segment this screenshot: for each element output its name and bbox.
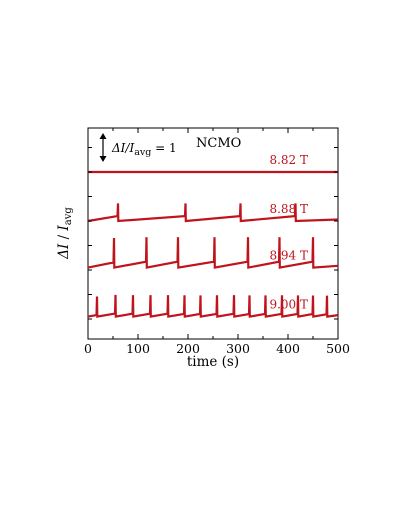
scale-bar-label: ΔI/Iavg = 1 — [111, 141, 177, 158]
series-line-8-94-T — [87, 237, 339, 269]
x-ticks: 0 100 200 300 400 500 — [84, 128, 350, 356]
sample-annotation: NCMO — [196, 136, 241, 151]
x-tick-label: 0 — [84, 341, 92, 356]
x-tick-label: 100 — [126, 341, 150, 356]
y-axis-title: ΔI / Iavg — [56, 207, 74, 260]
y-ticks — [88, 147, 338, 320]
series-line-9-00-T — [87, 294, 339, 318]
series-label: 8.88 T — [269, 202, 308, 216]
x-tick-label: 500 — [326, 341, 350, 356]
series-label: 9.00 T — [269, 298, 308, 312]
x-tick-label: 400 — [276, 341, 300, 356]
scale-bar: ΔI/Iavg = 1 — [99, 133, 177, 162]
series-labels: 8.82 T 8.88 T 8.94 T 9.00 T — [269, 153, 308, 312]
series-label: 8.82 T — [269, 153, 308, 167]
series-label: 8.94 T — [269, 249, 308, 263]
x-axis-title: time (s) — [187, 354, 239, 370]
series-line-8-88-T — [87, 203, 339, 223]
series-layer — [87, 170, 339, 318]
x-tick-label: 200 — [176, 341, 200, 356]
x-tick-label: 300 — [226, 341, 250, 356]
